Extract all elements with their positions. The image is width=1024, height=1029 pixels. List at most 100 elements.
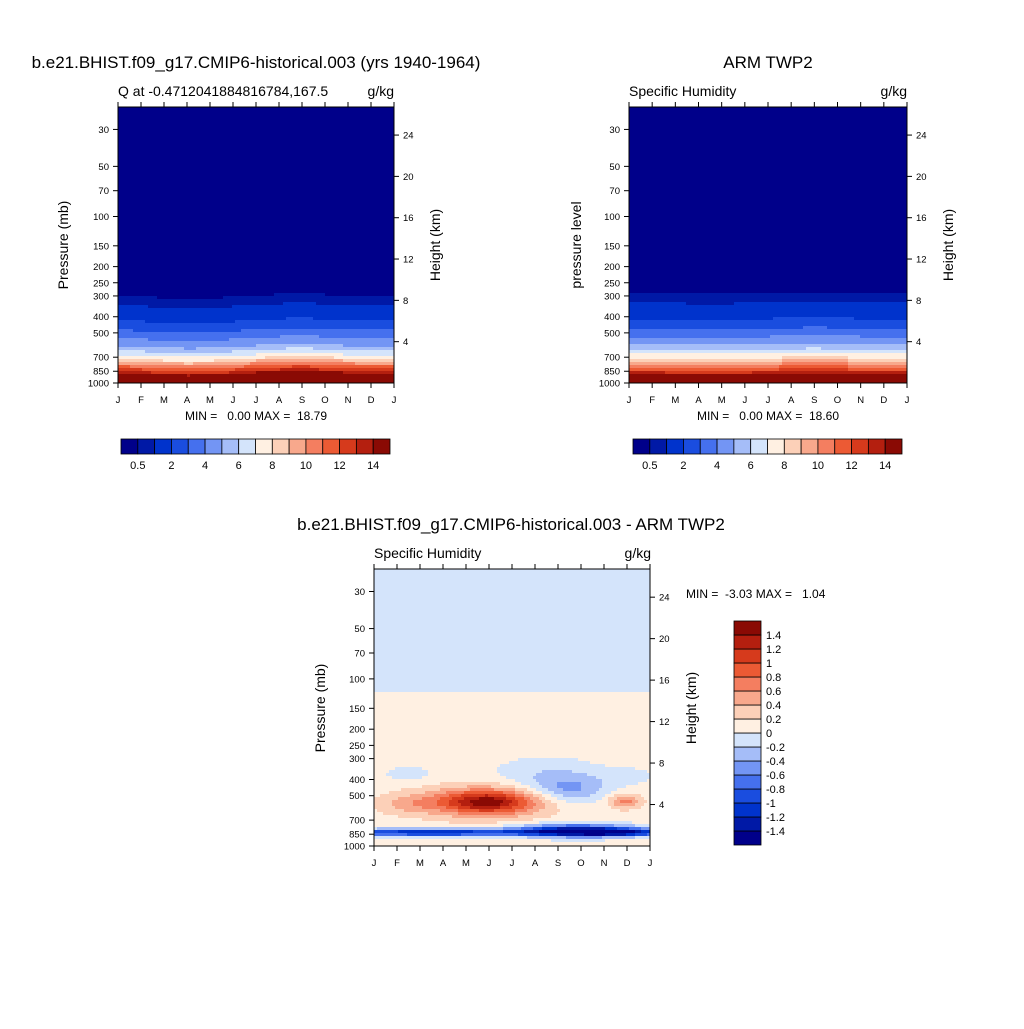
y-tick-label: 700: [349, 816, 365, 827]
colorbar-swatch: [138, 439, 155, 454]
min-max-stats: MIN = 0.00 MAX = 18.60: [697, 409, 839, 423]
colorbar-swatch: [667, 439, 684, 454]
y-tick-label: 150: [604, 241, 620, 252]
colorbar-tick-label: -1.2: [766, 812, 785, 824]
x-tick-label: J: [231, 395, 236, 406]
variable-label: Q at -0.4712041884816784,167.5: [118, 83, 328, 99]
colorbar-swatch: [734, 663, 761, 677]
y-tick-label: 70: [354, 649, 365, 660]
y-tick-label: 1000: [599, 379, 620, 390]
y-tick-label: 150: [93, 241, 109, 252]
colorbar-swatch: [171, 439, 188, 454]
x-tick-label: A: [532, 858, 539, 869]
colorbar-tick-label: 14: [879, 460, 891, 472]
y-tick-label: 1000: [88, 379, 109, 390]
x-tick-label: J: [742, 395, 747, 406]
colorbar-tick-label: 0.8: [766, 672, 781, 684]
y2-tick-label: 12: [403, 255, 414, 266]
colorbar-tick-label: 1: [766, 658, 772, 670]
x-tick-label: D: [624, 858, 631, 869]
y-tick-label: 30: [354, 587, 365, 598]
colorbar-swatch: [373, 439, 390, 454]
x-tick-label: O: [834, 395, 841, 406]
y-tick-label: 150: [349, 704, 365, 715]
y2-tick-label: 20: [659, 634, 670, 645]
colorbar-swatch: [717, 439, 734, 454]
colorbar-swatch: [751, 439, 768, 454]
x-tick-label: M: [462, 858, 470, 869]
colorbar-swatch: [734, 831, 761, 845]
colorbar-swatch: [852, 439, 869, 454]
colorbar-tick-label: 0.6: [766, 686, 781, 698]
y-tick-label: 100: [349, 674, 365, 685]
y-tick-label: 400: [93, 312, 109, 323]
x-tick-label: S: [555, 858, 561, 869]
colorbar-swatch: [734, 761, 761, 775]
y-tick-label: 100: [604, 212, 620, 223]
y2-tick-label: 16: [403, 213, 414, 224]
y2-tick-label: 16: [916, 213, 927, 224]
y-tick-label: 250: [93, 278, 109, 289]
x-tick-label: F: [138, 395, 144, 406]
y2-tick-label: 12: [659, 717, 670, 728]
x-tick-label: F: [394, 858, 400, 869]
colorbar-swatch: [868, 439, 885, 454]
field-cells: [374, 569, 650, 846]
variable-label: Specific Humidity: [374, 545, 481, 561]
y-tick-label: 200: [604, 262, 620, 273]
min-max-stats: MIN = -3.03 MAX = 1.04: [686, 587, 826, 601]
y-axis-label: Pressure (mb): [55, 201, 71, 290]
colorbar-tick-label: -1: [766, 798, 776, 810]
y-tick-label: 700: [604, 353, 620, 364]
y-tick-label: 400: [349, 775, 365, 786]
colorbar-swatch: [633, 439, 650, 454]
y-tick-label: 70: [98, 186, 109, 197]
colorbar-tick-label: -0.4: [766, 756, 785, 768]
colorbar-swatch: [734, 677, 761, 691]
colorbar-tick-label: -0.6: [766, 770, 785, 782]
y-tick-label: 300: [604, 291, 620, 302]
x-tick-label: M: [160, 395, 168, 406]
y-tick-label: 500: [604, 328, 620, 339]
y2-tick-label: 24: [916, 131, 927, 142]
x-tick-label: D: [880, 395, 887, 406]
y2-axis-label: Height (km): [427, 209, 443, 281]
x-tick-label: S: [811, 395, 817, 406]
x-tick-label: N: [345, 395, 352, 406]
x-tick-label: A: [184, 395, 191, 406]
colorbar-tick-label: 8: [781, 460, 787, 472]
y-tick-label: 850: [604, 367, 620, 378]
colorbar-tick-label: 2: [680, 460, 686, 472]
y-tick-label: 300: [93, 291, 109, 302]
x-tick-label: J: [766, 395, 771, 406]
colorbar-tick-label: 10: [812, 460, 824, 472]
y2-tick-label: 4: [659, 800, 664, 811]
colorbar-swatch: [734, 439, 751, 454]
colorbar-swatch: [734, 803, 761, 817]
y-tick-label: 250: [349, 741, 365, 752]
y2-tick-label: 8: [403, 296, 408, 307]
x-tick-label: O: [577, 858, 584, 869]
colorbar-tick-label: 0: [766, 728, 772, 740]
y-tick-label: 400: [604, 312, 620, 323]
units-label: g/kg: [625, 545, 651, 561]
colorbar-swatch: [734, 747, 761, 761]
colorbar-swatch: [734, 691, 761, 705]
colorbar-tick-label: 0.5: [130, 460, 145, 472]
y2-tick-label: 20: [403, 172, 414, 183]
colorbar-swatch: [734, 775, 761, 789]
y-tick-label: 500: [93, 328, 109, 339]
y-tick-label: 1000: [344, 842, 365, 853]
colorbar-swatch: [734, 817, 761, 831]
colorbar-tick-label: 12: [333, 460, 345, 472]
colorbar-swatch: [650, 439, 667, 454]
x-tick-label: J: [254, 395, 259, 406]
x-tick-label: J: [648, 858, 653, 869]
units-label: g/kg: [368, 83, 394, 99]
colorbar-tick-label: 10: [300, 460, 312, 472]
colorbar-swatch: [340, 439, 357, 454]
x-tick-label: J: [116, 395, 121, 406]
colorbar-swatch: [356, 439, 373, 454]
colorbar-tick-label: 14: [367, 460, 379, 472]
y-tick-label: 850: [93, 367, 109, 378]
